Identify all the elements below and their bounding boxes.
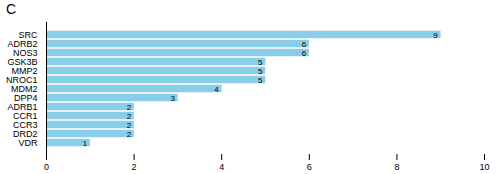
svg-text:DPP4: DPP4 <box>14 92 38 103</box>
svg-text:NROC1: NROC1 <box>6 74 38 85</box>
svg-text:9: 9 <box>433 31 438 40</box>
svg-text:NOS3: NOS3 <box>13 47 38 58</box>
svg-text:ADRB1: ADRB1 <box>7 101 38 112</box>
svg-text:4: 4 <box>214 85 219 94</box>
svg-text:CCR1: CCR1 <box>13 110 38 121</box>
svg-text:CCR3: CCR3 <box>13 119 38 130</box>
svg-text:DRD2: DRD2 <box>13 128 38 139</box>
svg-text:2: 2 <box>127 130 132 139</box>
svg-text:6: 6 <box>302 40 307 49</box>
svg-text:1: 1 <box>83 139 88 148</box>
svg-text:5: 5 <box>258 58 263 67</box>
svg-text:0: 0 <box>44 162 49 172</box>
svg-text:GSK3B: GSK3B <box>7 56 38 67</box>
svg-text:5: 5 <box>258 76 263 85</box>
svg-text:MMP2: MMP2 <box>11 65 38 76</box>
svg-text:10: 10 <box>479 162 489 172</box>
svg-text:SRC: SRC <box>18 29 38 40</box>
svg-text:VDR: VDR <box>18 138 38 148</box>
svg-text:6: 6 <box>307 162 312 172</box>
svg-text:4: 4 <box>219 162 224 172</box>
svg-text:3: 3 <box>170 94 175 103</box>
svg-text:6: 6 <box>302 49 307 58</box>
svg-text:2: 2 <box>127 112 132 121</box>
svg-text:2: 2 <box>127 121 132 130</box>
svg-text:8: 8 <box>394 162 399 172</box>
svg-text:MDM2: MDM2 <box>11 83 38 94</box>
svg-text:2: 2 <box>127 103 132 112</box>
svg-text:2: 2 <box>132 162 137 172</box>
svg-text:ADRB2: ADRB2 <box>7 38 38 49</box>
svg-text:5: 5 <box>258 67 263 76</box>
html-text:C: C <box>6 1 17 17</box>
